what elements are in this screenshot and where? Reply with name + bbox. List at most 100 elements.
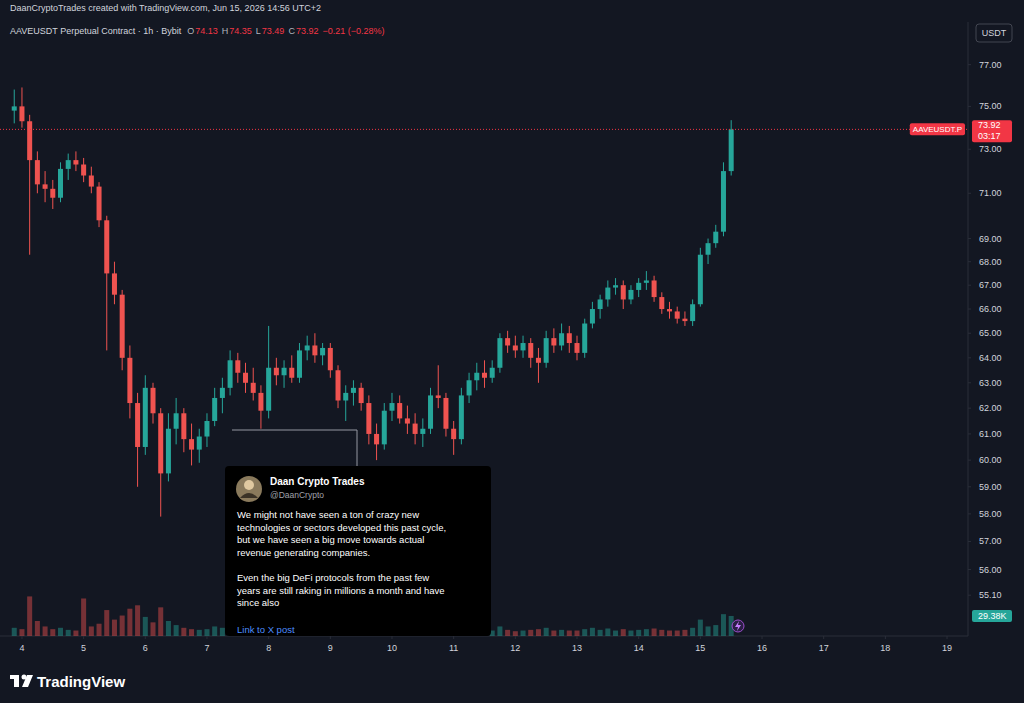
candle-wick xyxy=(353,380,354,405)
candle-body xyxy=(528,343,533,358)
volume-bar xyxy=(50,629,55,636)
volume-bar xyxy=(58,628,63,636)
candle-body xyxy=(97,187,102,221)
y-tick xyxy=(968,433,971,434)
candle-body xyxy=(644,280,649,282)
candle-body xyxy=(336,370,341,400)
candle-body xyxy=(58,169,63,198)
candle-body xyxy=(690,304,695,321)
y-tick-label: 64.00 xyxy=(979,353,1002,363)
candle-body xyxy=(405,418,410,423)
volume-bar xyxy=(544,628,549,636)
candle-body xyxy=(582,324,587,353)
tweet-text: since also xyxy=(237,597,279,608)
volume-bar xyxy=(521,631,526,636)
candle-body xyxy=(297,350,302,377)
y-tick-label: 58.00 xyxy=(979,509,1002,519)
x-tick-label: 12 xyxy=(510,643,520,653)
x-tick-label: 15 xyxy=(695,643,705,653)
candle-body xyxy=(551,338,556,345)
candle-body xyxy=(521,343,526,350)
avatar xyxy=(236,476,262,502)
candle-body xyxy=(505,338,510,345)
y-tick xyxy=(968,193,971,194)
candle-body xyxy=(266,368,271,411)
candle-body xyxy=(189,439,194,449)
x-tick-label: 4 xyxy=(19,643,24,653)
candle-body xyxy=(158,413,163,473)
volume-bar xyxy=(698,620,703,636)
price-tag-value: 73.92 xyxy=(978,120,1001,130)
volume-bar xyxy=(220,628,225,636)
volume-bar xyxy=(181,628,186,636)
y-tick xyxy=(968,513,971,514)
tweet-name: Daan Crypto Trades xyxy=(270,476,365,487)
volume-bar xyxy=(127,609,132,636)
y-tick-label: 59.00 xyxy=(979,482,1002,492)
y-tick-label: 67.00 xyxy=(979,280,1002,290)
ohlc-value: 74.13 xyxy=(195,26,218,36)
volume-bar xyxy=(536,629,541,636)
candle-body xyxy=(544,338,549,363)
x-tick xyxy=(391,636,392,639)
y-tick-label: 60.00 xyxy=(979,455,1002,465)
x-tick xyxy=(577,636,578,639)
volume-bar xyxy=(104,610,109,636)
candle-wick xyxy=(538,348,539,383)
y-tick xyxy=(968,261,971,262)
symbol-tag-box xyxy=(910,123,965,135)
y-tick-label: 55.10 xyxy=(979,590,1002,600)
candle-body xyxy=(204,421,209,437)
brand: TradingView xyxy=(37,673,125,690)
candle-body xyxy=(305,345,310,350)
y-tick xyxy=(968,569,971,570)
x-tick xyxy=(947,636,948,639)
volume-bar xyxy=(19,629,24,636)
y-tick xyxy=(968,357,971,358)
volume-bar xyxy=(158,607,163,636)
x-tick xyxy=(268,636,269,639)
volume-bar xyxy=(706,626,711,636)
x-tick xyxy=(700,636,701,639)
candle-body xyxy=(35,160,40,184)
y-tick xyxy=(968,238,971,239)
y-tick xyxy=(968,149,971,150)
volume-bar xyxy=(81,598,86,636)
candle-body xyxy=(729,129,734,171)
y-tick-label: 56.00 xyxy=(979,565,1002,575)
volume-tag: 29.38K xyxy=(978,611,1007,621)
candle-body xyxy=(567,333,572,343)
ohlc-value: 74.35 xyxy=(229,26,252,36)
candle-body xyxy=(621,285,626,299)
volume-bar xyxy=(112,620,117,636)
volume-bar xyxy=(143,617,148,636)
candle-body xyxy=(389,403,394,411)
candle-body xyxy=(27,121,32,160)
candle-body xyxy=(359,388,364,403)
candle-body xyxy=(212,398,217,421)
candle-body xyxy=(636,283,641,290)
volume-bar xyxy=(690,628,695,636)
volume-bar xyxy=(636,630,641,636)
tweet-handle: @DaanCrypto xyxy=(270,490,324,500)
candle-body xyxy=(320,348,325,355)
volume-bar xyxy=(89,626,94,636)
plot-area xyxy=(0,87,968,636)
y-tick xyxy=(968,106,971,107)
volume-bar xyxy=(27,596,32,636)
candle-body xyxy=(343,393,348,401)
candle-body xyxy=(135,403,140,447)
x-tick-label: 10 xyxy=(387,643,397,653)
y-tick xyxy=(968,333,971,334)
tweet-link[interactable]: Link to X post xyxy=(237,624,295,635)
candle-body xyxy=(43,184,48,188)
candle-body xyxy=(174,413,179,428)
x-tick-label: 14 xyxy=(634,643,644,653)
x-tick-label: 9 xyxy=(328,643,333,653)
candle-body xyxy=(351,388,356,393)
candle-body xyxy=(536,358,541,363)
x-tick xyxy=(885,636,886,639)
x-tick-label: 16 xyxy=(757,643,767,653)
candle-body xyxy=(104,220,109,273)
tweet-text: revenue generating companies. xyxy=(237,547,370,558)
